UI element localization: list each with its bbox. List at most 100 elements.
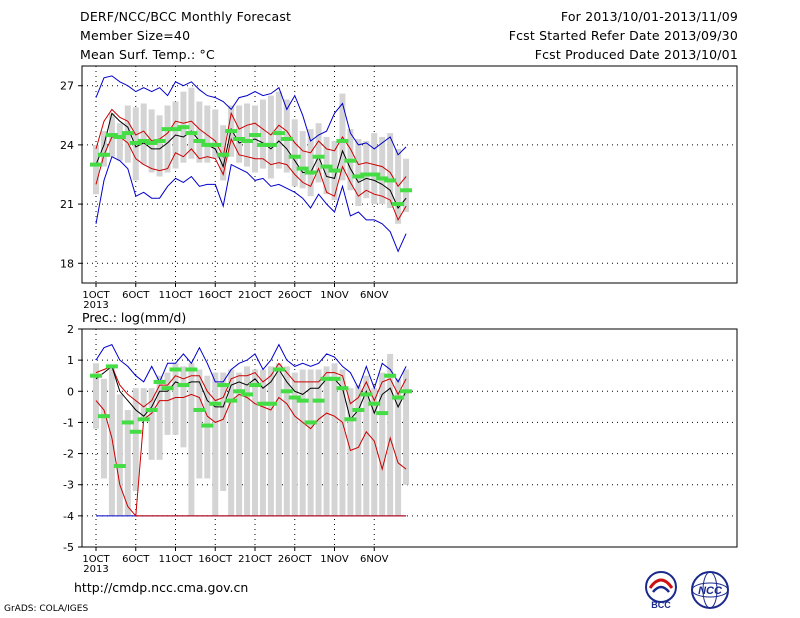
observed-marker <box>312 398 325 403</box>
range-box <box>395 378 402 516</box>
observed-marker <box>336 138 349 143</box>
range-box <box>228 369 235 516</box>
y-tick-label: 1 <box>67 354 74 367</box>
observed-marker <box>97 152 110 157</box>
ensemble-max-line <box>95 343 407 390</box>
x-tick-label: 1NOV <box>320 554 349 565</box>
observed-marker <box>225 398 238 403</box>
range-box <box>204 105 211 163</box>
range-box <box>363 140 370 199</box>
x-tick-label: 26OCT <box>278 290 313 301</box>
spread-lower-line <box>95 136 407 222</box>
range-box <box>93 363 99 429</box>
y-tick-label: 21 <box>60 198 74 211</box>
observed-marker <box>201 142 214 147</box>
observed-marker <box>272 131 285 136</box>
observed-marker <box>320 376 333 381</box>
range-box <box>100 378 107 479</box>
ensemble-max-line <box>95 75 407 156</box>
y-tick-label: 18 <box>60 257 74 270</box>
observed-marker <box>209 142 222 147</box>
range-box <box>299 369 306 516</box>
y-tick-label: 24 <box>60 139 74 152</box>
observed-marker <box>249 383 261 388</box>
x-tick-label: 21OCT <box>238 554 273 565</box>
range-box <box>291 119 298 187</box>
x-tick-label: 1OCT <box>82 554 110 565</box>
range-box <box>140 103 147 165</box>
observed-marker <box>129 140 142 145</box>
observed-marker <box>161 386 174 391</box>
observed-marker <box>288 395 301 400</box>
observed-marker <box>344 417 357 422</box>
observed-marker <box>392 395 405 400</box>
range-box <box>275 363 282 516</box>
range-box <box>196 101 203 163</box>
range-box <box>283 366 290 516</box>
range-box <box>116 394 123 516</box>
y-tick-label: 2 <box>67 323 74 336</box>
range-box <box>403 158 410 212</box>
range-box <box>307 369 314 516</box>
range-box <box>387 133 394 209</box>
range-box <box>164 105 171 173</box>
observed-marker <box>105 133 118 138</box>
observed-marker <box>304 170 317 175</box>
observed-marker <box>169 127 182 132</box>
fcst-produced-date: Fcst Produced Date 2013/10/01 <box>534 47 738 62</box>
range-box <box>267 366 274 516</box>
observed-marker <box>288 154 301 159</box>
observed-marker <box>193 407 206 412</box>
observed-marker <box>185 367 198 372</box>
temperature-panel: 18 21 24 27 1OCT 6OCT 11OCT 16OCT 21OCT 26OCT 1NOV… <box>60 65 738 311</box>
range-box <box>355 138 362 207</box>
observed-marker <box>137 417 150 422</box>
observed-marker <box>392 202 405 207</box>
x-tick-label: 6OCT <box>122 290 150 301</box>
observed-marker <box>121 131 134 136</box>
observed-marker <box>161 127 174 132</box>
observed-marker <box>217 152 230 157</box>
range-box <box>379 372 386 516</box>
x-tick-label: 1OCT <box>82 290 110 301</box>
range-box <box>164 372 171 435</box>
observed-marker <box>153 138 166 143</box>
observed-marker <box>368 401 381 406</box>
observed-marker <box>368 172 381 177</box>
observed-marker <box>400 188 413 193</box>
x-year-label: 2013 <box>83 564 108 575</box>
observed-marker <box>185 131 198 136</box>
range-box <box>188 363 195 516</box>
observed-marker <box>296 398 309 403</box>
observed-marker <box>90 373 102 378</box>
observed-marker <box>249 133 261 138</box>
source-url: http://cmdp.ncc.cma.gov.cn <box>74 580 249 595</box>
range-box <box>140 388 147 420</box>
range-box <box>93 144 99 195</box>
observed-marker <box>145 407 158 412</box>
range-box <box>267 95 274 179</box>
member-size-label: Member Size=40 <box>80 28 191 43</box>
observed-marker <box>344 158 357 163</box>
observed-marker <box>320 164 333 169</box>
y-tick-label: -4 <box>63 510 74 523</box>
range-box <box>371 388 378 516</box>
range-box <box>244 103 251 167</box>
observed-marker <box>233 136 246 141</box>
range-box <box>188 87 195 159</box>
observed-marker <box>209 401 222 406</box>
variable-label: Mean Surf. Temp.: °C <box>80 47 215 62</box>
x-tick-label: 1NOV <box>320 290 349 301</box>
plot-frame <box>81 328 738 548</box>
observed-marker <box>241 138 254 143</box>
range-box <box>212 372 219 516</box>
spread-upper-line <box>95 362 407 408</box>
observed-marker <box>384 373 397 378</box>
observed-marker <box>193 138 206 143</box>
header-left: DERF/NCC/BCC Monthly Forecast Member Siz… <box>80 9 291 66</box>
observed-marker <box>225 129 238 134</box>
range-box <box>156 115 163 177</box>
observed-marker <box>328 168 341 173</box>
